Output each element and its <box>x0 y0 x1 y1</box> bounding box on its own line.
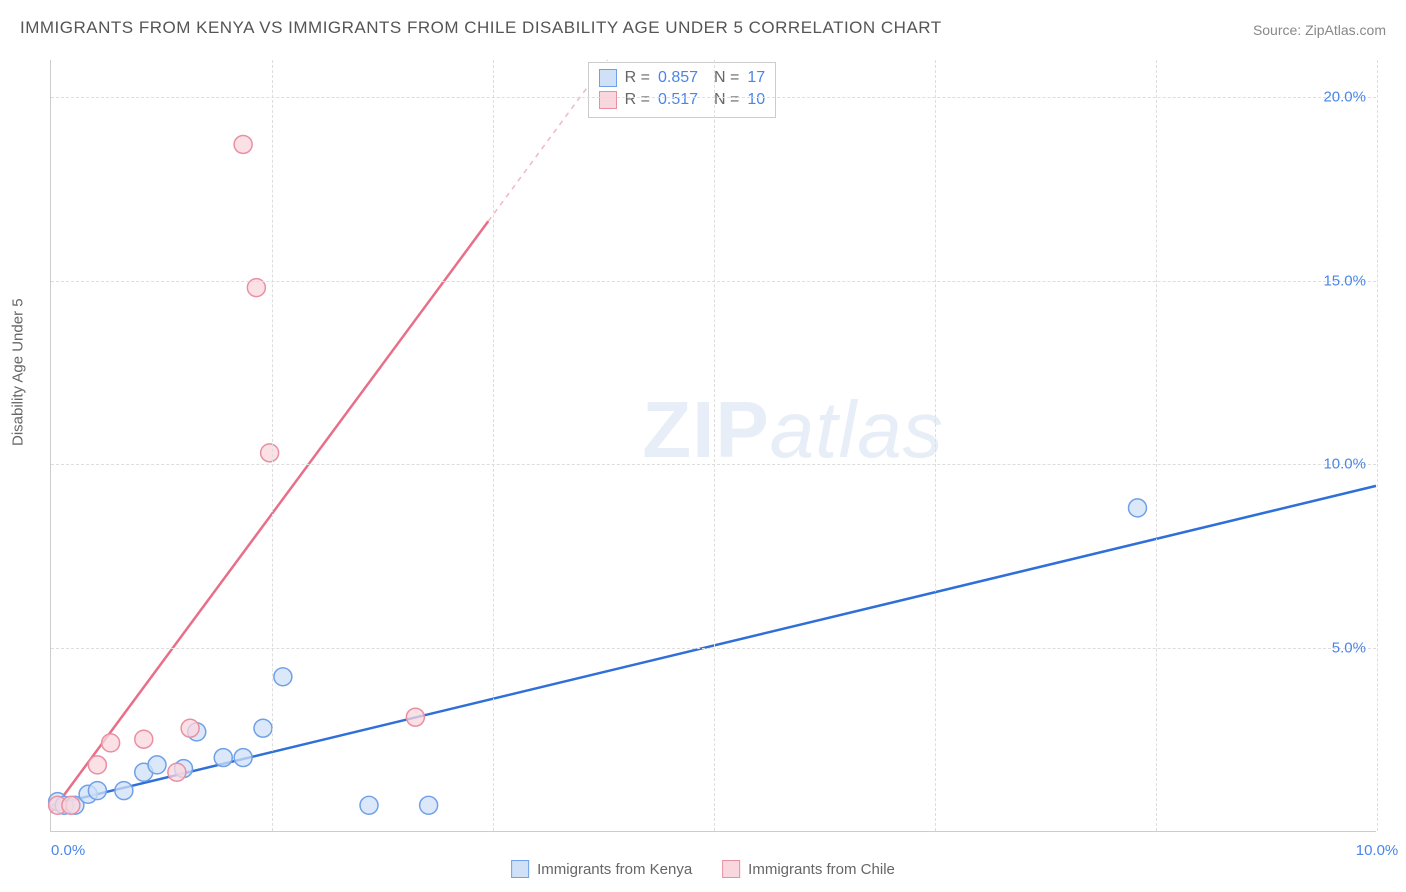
data-point <box>168 763 186 781</box>
stats-row: R = 0.857 N = 17 <box>599 67 766 89</box>
data-point <box>274 668 292 686</box>
data-point <box>181 719 199 737</box>
x-tick-label: 0.0% <box>51 842 85 859</box>
chart-title: IMMIGRANTS FROM KENYA VS IMMIGRANTS FROM… <box>20 18 942 38</box>
n-label: N = <box>714 91 739 109</box>
stats-legend-box: R = 0.857 N = 17 R = 0.517 N = 10 <box>588 62 777 118</box>
data-point <box>115 782 133 800</box>
legend-swatch <box>511 860 529 878</box>
data-point <box>214 749 232 767</box>
gridline-vertical <box>272 60 273 831</box>
bottom-legend: Immigrants from Kenya Immigrants from Chi… <box>511 860 895 878</box>
y-tick-label: 10.0% <box>1323 456 1366 473</box>
r-value: 0.517 <box>658 91 698 109</box>
source-name: ZipAtlas.com <box>1305 22 1386 38</box>
data-point <box>406 708 424 726</box>
data-point <box>88 756 106 774</box>
data-point <box>102 734 120 752</box>
data-point <box>420 796 438 814</box>
data-point <box>254 719 272 737</box>
data-point <box>135 730 153 748</box>
legend-item: Immigrants from Chile <box>722 860 895 878</box>
plot-area: ZIPatlas R = 0.857N = 17R = 0.517N = 10 … <box>50 60 1376 832</box>
series-swatch <box>599 69 617 87</box>
stats-row: R = 0.517 N = 10 <box>599 89 766 111</box>
r-label: R = <box>625 91 650 109</box>
legend-item: Immigrants from Kenya <box>511 860 692 878</box>
data-point <box>234 749 252 767</box>
gridline-vertical <box>493 60 494 831</box>
chart-container: IMMIGRANTS FROM KENYA VS IMMIGRANTS FROM… <box>0 0 1406 892</box>
n-value: 17 <box>747 69 765 87</box>
n-label: N = <box>714 69 739 87</box>
legend-swatch <box>722 860 740 878</box>
data-point <box>88 782 106 800</box>
y-tick-label: 20.0% <box>1323 88 1366 105</box>
x-tick-label: 10.0% <box>1356 842 1399 859</box>
data-point <box>261 444 279 462</box>
gridline-vertical <box>935 60 936 831</box>
y-axis-title: Disability Age Under 5 <box>10 298 27 446</box>
n-value: 10 <box>747 91 765 109</box>
data-point <box>360 796 378 814</box>
r-value: 0.857 <box>658 69 698 87</box>
gridline-vertical <box>1156 60 1157 831</box>
source-attribution: Source: ZipAtlas.com <box>1253 22 1386 38</box>
data-point <box>234 135 252 153</box>
y-tick-label: 15.0% <box>1323 272 1366 289</box>
legend-label: Immigrants from Chile <box>748 861 895 878</box>
gridline-vertical <box>1377 60 1378 831</box>
source-label: Source: <box>1253 22 1305 38</box>
data-point <box>62 796 80 814</box>
data-point <box>1129 499 1147 517</box>
data-point <box>148 756 166 774</box>
r-label: R = <box>625 69 650 87</box>
y-tick-label: 5.0% <box>1332 640 1366 657</box>
gridline-vertical <box>714 60 715 831</box>
legend-label: Immigrants from Kenya <box>537 861 692 878</box>
series-swatch <box>599 91 617 109</box>
